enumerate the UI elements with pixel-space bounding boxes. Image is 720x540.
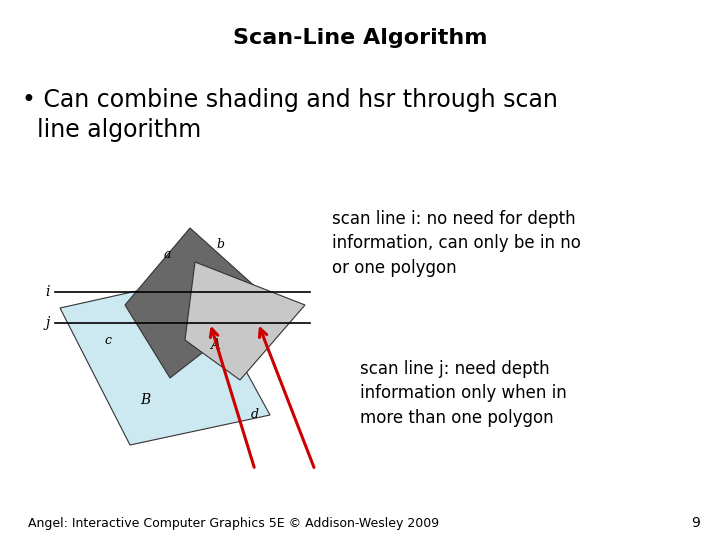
Text: c: c [104,334,112,347]
Text: Angel: Interactive Computer Graphics 5E © Addison-Wesley 2009: Angel: Interactive Computer Graphics 5E … [28,517,439,530]
Polygon shape [185,262,305,380]
Text: line algorithm: line algorithm [22,118,202,142]
Text: d: d [251,408,259,422]
Text: j: j [46,316,50,330]
Text: i: i [45,285,50,299]
Text: B: B [140,393,150,407]
Polygon shape [125,228,270,378]
Text: scan line i: no need for depth
information, can only be in no
or one polygon: scan line i: no need for depth informati… [332,210,581,276]
Text: • Can combine shading and hsr through scan: • Can combine shading and hsr through sc… [22,88,558,112]
Polygon shape [60,278,270,445]
Text: b: b [216,239,224,252]
Text: Scan-Line Algorithm: Scan-Line Algorithm [233,28,487,48]
Text: scan line j: need depth
information only when in
more than one polygon: scan line j: need depth information only… [360,360,567,427]
Text: a: a [163,248,171,261]
Text: A: A [210,338,220,352]
Text: 9: 9 [691,516,700,530]
